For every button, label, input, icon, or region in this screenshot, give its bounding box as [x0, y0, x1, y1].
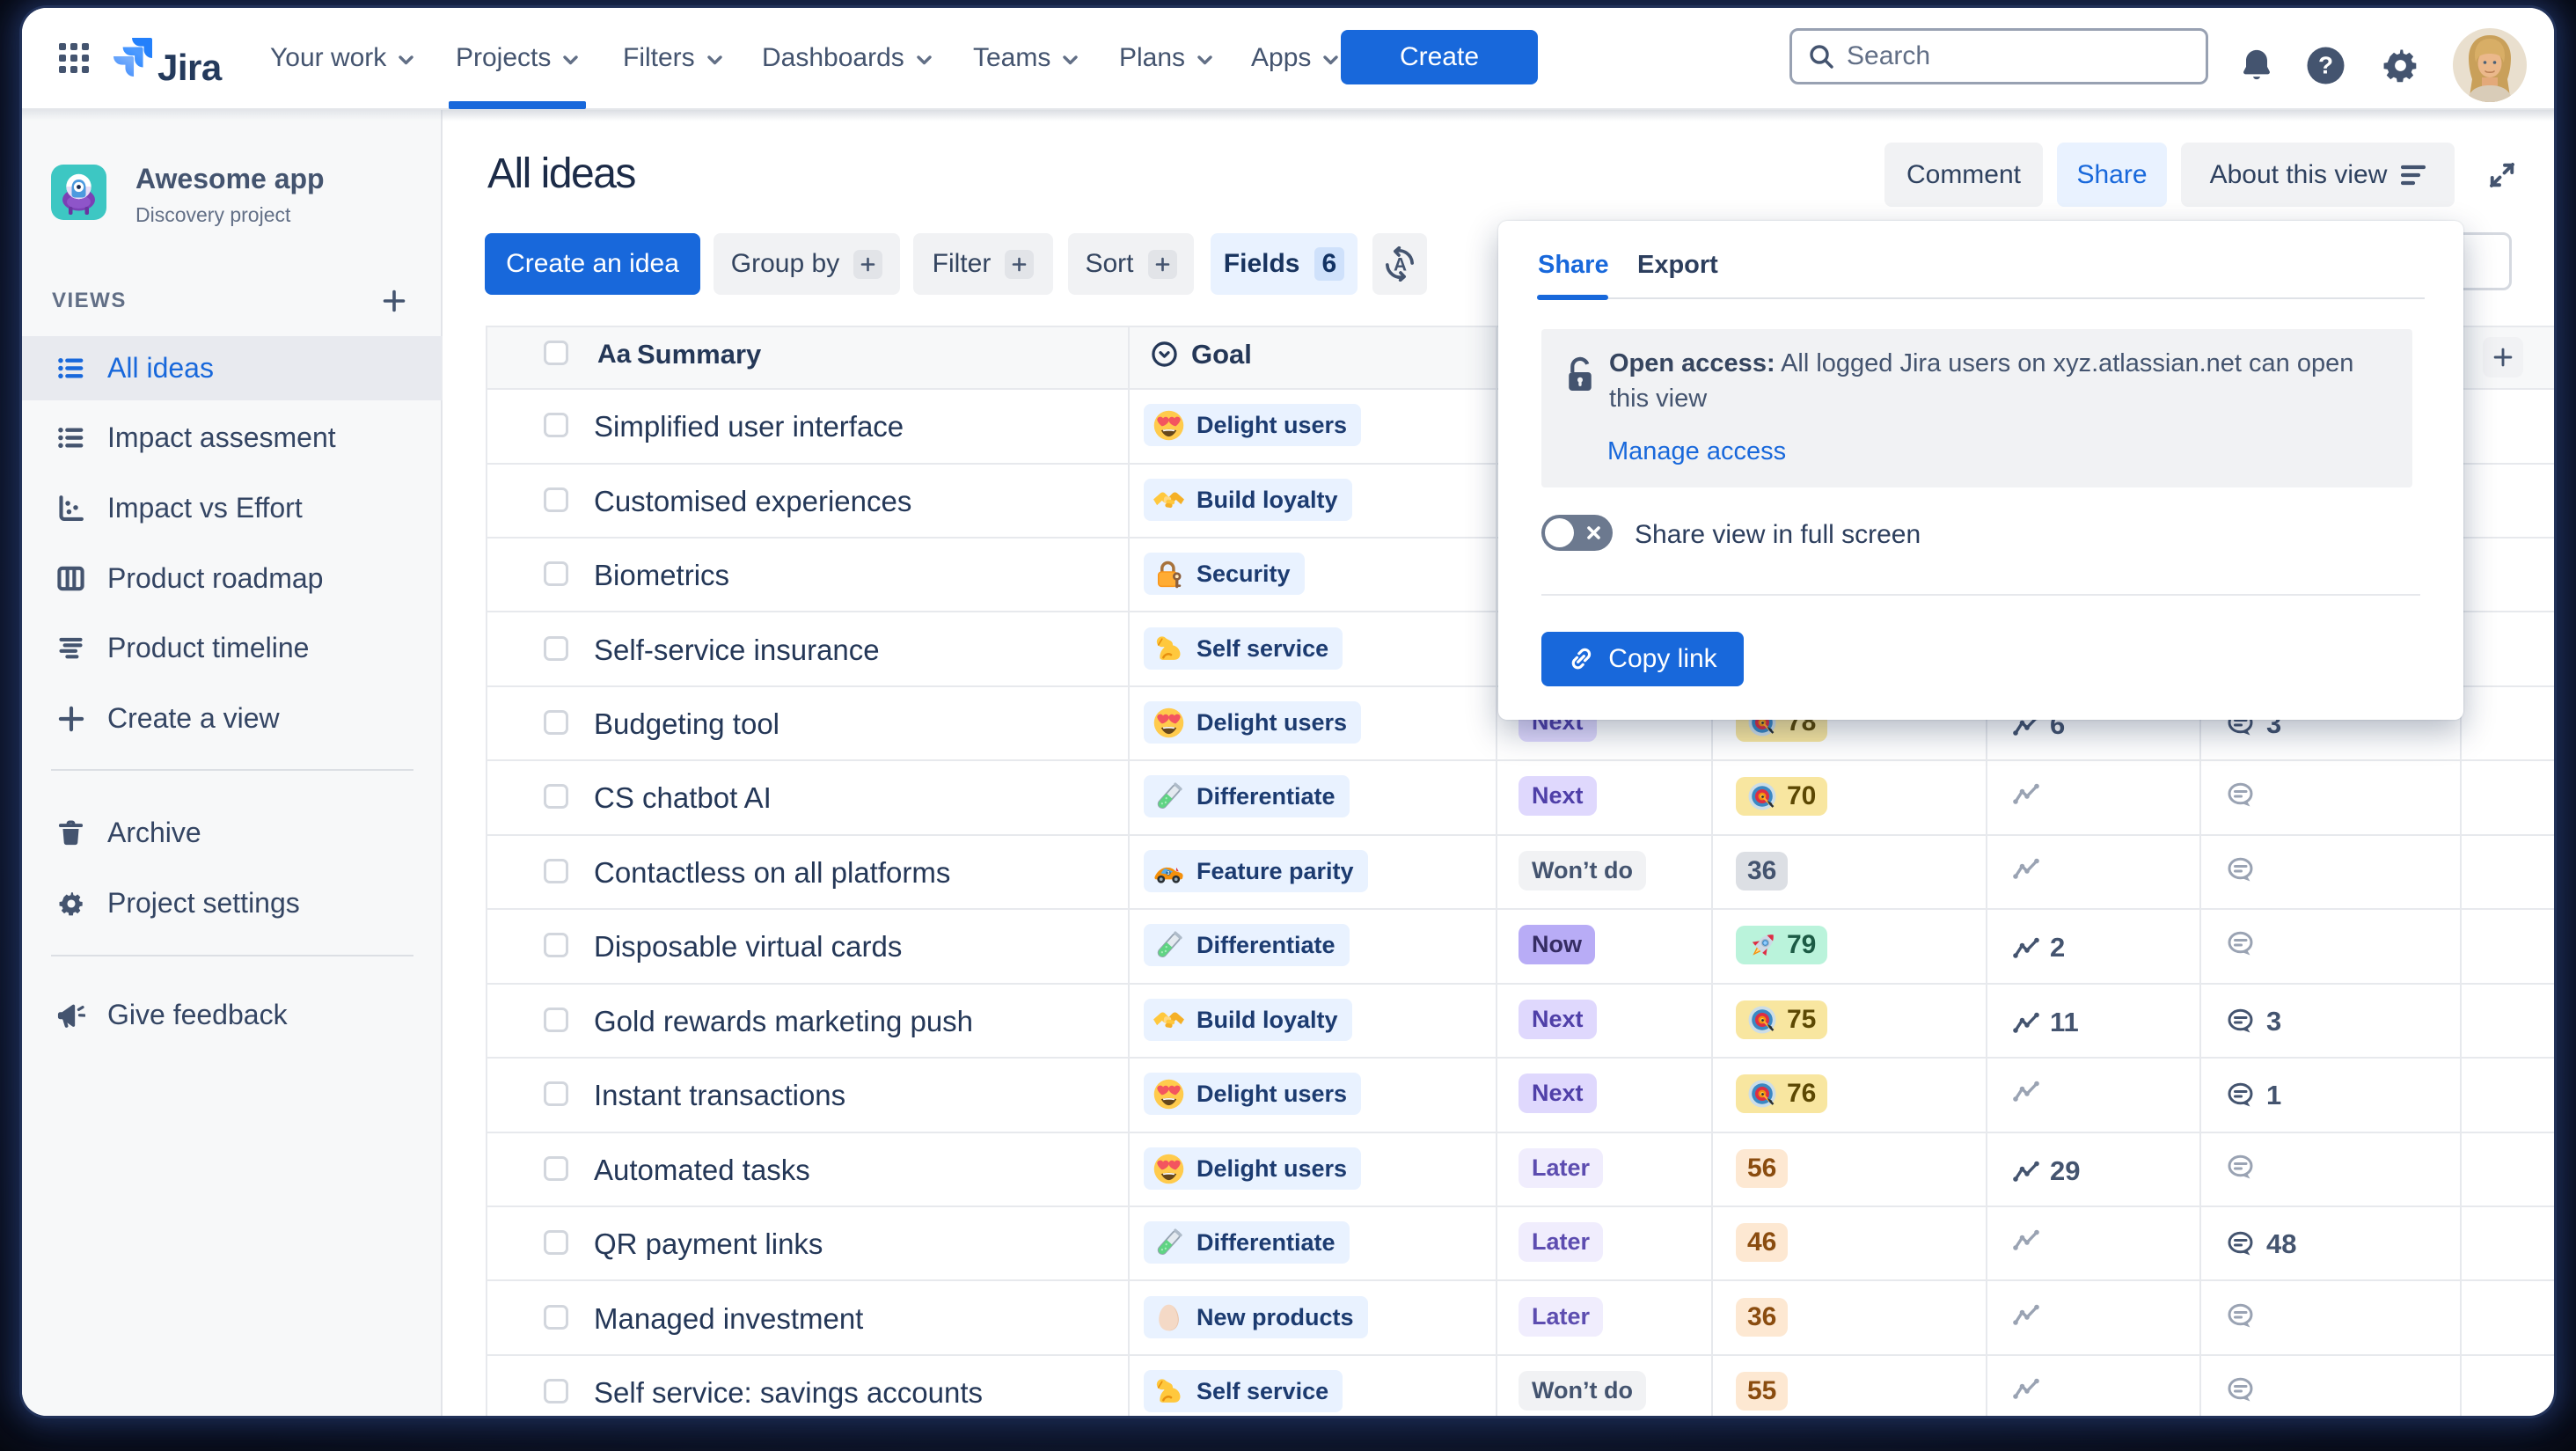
svg-text:?: ?	[2318, 52, 2333, 79]
svg-text:A: A	[1394, 255, 1407, 275]
